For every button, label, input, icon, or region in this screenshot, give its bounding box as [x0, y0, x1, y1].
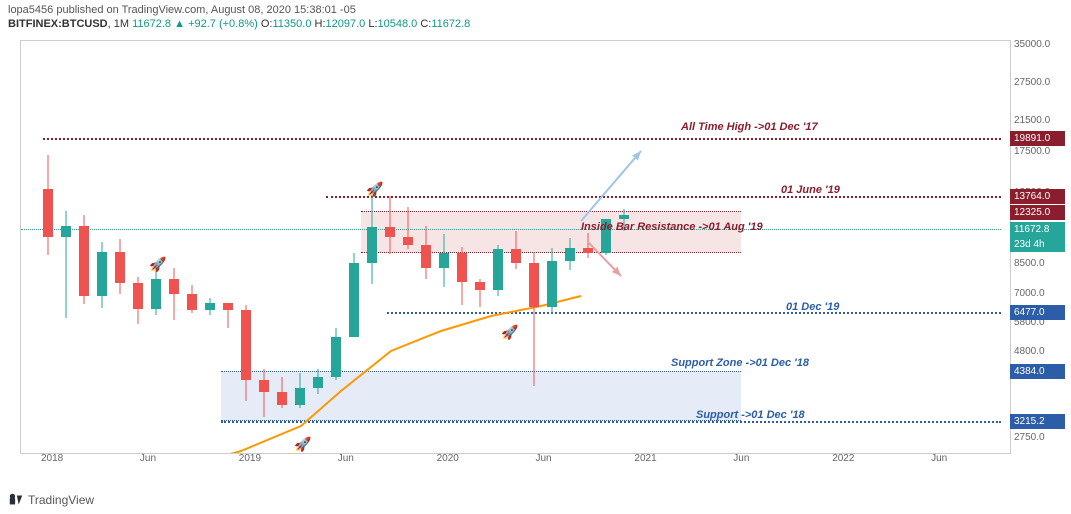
change-value: +92.7: [188, 18, 216, 30]
rocket-icon: 🚀: [501, 324, 518, 341]
price-line: [43, 138, 1001, 140]
x-tick: 2018: [41, 453, 63, 464]
x-tick: Jun: [733, 453, 749, 464]
ohlc-h: 12097.0: [326, 18, 366, 30]
ohlc-l-label: L:: [368, 18, 377, 30]
y-tick: 27500.0: [1014, 77, 1050, 88]
chart-annotation: 01 Dec '19: [786, 301, 839, 313]
price-tag: 11672.8: [1010, 222, 1065, 237]
symbol: BTCUSD: [62, 18, 108, 30]
candle[interactable]: [133, 277, 143, 324]
ohlc-l: 10548.0: [378, 18, 418, 30]
rocket-icon: 🚀: [149, 256, 166, 273]
price-line: [326, 196, 1001, 198]
x-tick: 2021: [634, 453, 656, 464]
price-tag: 23d 4h: [1010, 237, 1065, 252]
ohlc-c-label: C:: [420, 18, 431, 30]
candle[interactable]: [583, 233, 593, 258]
interval: 1M: [114, 18, 129, 30]
chart-annotation: All Time High ->01 Dec '17: [681, 121, 818, 133]
candle[interactable]: [493, 245, 503, 296]
candle[interactable]: [169, 268, 179, 321]
candle[interactable]: [79, 215, 89, 305]
candle[interactable]: [61, 211, 71, 318]
price-line: [387, 312, 1001, 314]
price-tag: 13764.0: [1010, 189, 1065, 204]
y-tick: 21500.0: [1014, 115, 1050, 126]
candle[interactable]: [529, 252, 539, 387]
candle[interactable]: [259, 369, 269, 417]
candle[interactable]: [565, 238, 575, 270]
publisher-username: lopa5456: [8, 4, 53, 16]
candle[interactable]: [439, 234, 449, 287]
candle[interactable]: [421, 226, 431, 279]
y-tick: 7000.0: [1014, 288, 1045, 299]
y-tick: 8500.0: [1014, 258, 1045, 269]
candle[interactable]: [115, 239, 125, 294]
price-tag: 6477.0: [1010, 305, 1065, 320]
candle[interactable]: [385, 196, 395, 254]
candle[interactable]: [367, 188, 377, 284]
price-line: [221, 421, 1001, 423]
price-tag: 19891.0: [1010, 131, 1065, 146]
candle[interactable]: [295, 373, 305, 408]
price-tag: 4384.0: [1010, 364, 1065, 379]
ohlc-o: 11350.0: [272, 18, 311, 30]
ohlc-h-label: H:: [315, 18, 326, 30]
x-tick: 2020: [437, 453, 459, 464]
y-tick: 17500.0: [1014, 146, 1050, 157]
y-tick: 35000.0: [1014, 39, 1050, 50]
x-tick: 2022: [832, 453, 854, 464]
chart-annotation: Inside Bar Resistance ->01 Aug '19: [581, 221, 763, 233]
candle[interactable]: [187, 285, 197, 312]
y-tick: 4800.0: [1014, 346, 1045, 357]
candle[interactable]: [475, 279, 485, 306]
chart-annotation: 01 June '19: [781, 184, 840, 196]
candle[interactable]: [277, 377, 287, 408]
x-tick: Jun: [931, 453, 947, 464]
brand-name: TradingView: [28, 493, 94, 507]
ohlc-o-label: O:: [261, 18, 273, 30]
chart-annotation: Support Zone ->01 Dec '18: [671, 357, 809, 369]
candle[interactable]: [97, 242, 107, 308]
tradingview-logo-icon: [8, 492, 24, 508]
candle[interactable]: [511, 231, 521, 268]
candle[interactable]: [457, 247, 467, 305]
candle[interactable]: [205, 298, 215, 315]
price-chart[interactable]: 35000.027500.021500.017500.013500.08500.…: [20, 40, 1011, 454]
change-pct: (+0.8%): [219, 18, 258, 30]
candle[interactable]: [241, 305, 251, 401]
price-line: [21, 229, 1001, 230]
chart-header: lopa5456 published on TradingView.com, A…: [0, 0, 1071, 34]
footer: TradingView: [8, 492, 94, 508]
candle[interactable]: [43, 155, 53, 255]
candle[interactable]: [547, 248, 557, 313]
x-tick: Jun: [338, 453, 354, 464]
chart-annotation: Support ->01 Dec '18: [696, 409, 805, 421]
arrow-up-icon: ▲: [174, 18, 185, 30]
x-tick: Jun: [536, 453, 552, 464]
last-price: 11672.8: [132, 18, 171, 30]
rocket-icon: 🚀: [366, 181, 383, 198]
rocket-icon: 🚀: [294, 436, 311, 453]
publish-date: August 08, 2020 15:38:01 -05: [211, 4, 356, 16]
price-tag: 12325.0: [1010, 205, 1065, 220]
candle[interactable]: [331, 328, 341, 380]
x-axis: 2018 Jun 2019 Jun 2020 Jun 2021 Jun 2022 Jun: [21, 453, 1010, 471]
price-tag: 3215.2: [1010, 414, 1065, 429]
x-tick: Jun: [140, 453, 156, 464]
exchange: BITFINEX:: [8, 18, 62, 30]
x-tick: 2019: [239, 453, 261, 464]
published-text: published on TradingView.com,: [56, 4, 208, 16]
candle[interactable]: [223, 303, 233, 328]
candle[interactable]: [313, 369, 323, 393]
y-tick: 2750.0: [1014, 432, 1045, 443]
candle[interactable]: [403, 207, 413, 249]
ohlc-c: 11672.8: [431, 18, 470, 30]
candle[interactable]: [349, 253, 359, 337]
